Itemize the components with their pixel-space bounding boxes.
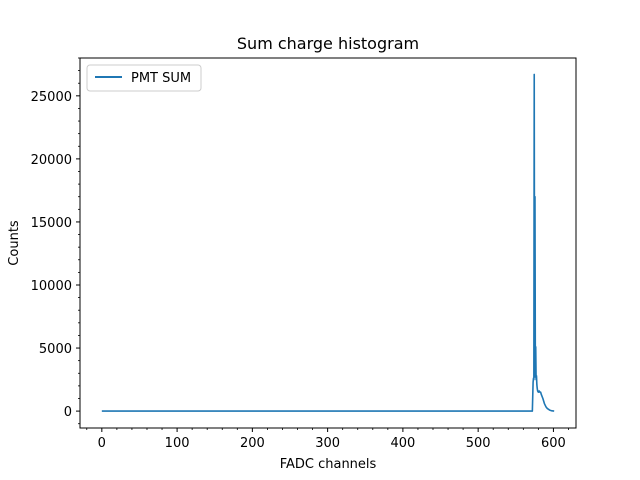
series-line-0 xyxy=(101,73,555,412)
y-tick-label: 0 xyxy=(64,405,72,420)
x-axis-label: FADC channels xyxy=(280,457,377,472)
y-tick-label: 20000 xyxy=(31,153,72,168)
plot-background xyxy=(80,58,576,428)
legend-box xyxy=(86,64,202,92)
chart-title: Sum charge histogram xyxy=(237,34,419,53)
y-tick-label: 5000 xyxy=(39,342,72,357)
x-tick-label: 200 xyxy=(240,436,265,451)
y-axis-ticks: 0 5000 10000 15000 20000 25000 xyxy=(31,57,80,425)
y-axis-label: Counts xyxy=(7,220,22,266)
legend: PMT SUM xyxy=(86,64,202,92)
x-tick-label: 100 xyxy=(165,436,190,451)
y-tick-label: 25000 xyxy=(31,90,72,105)
series-layer xyxy=(101,73,555,412)
x-tick-label: 400 xyxy=(390,436,415,451)
x-tick-label: 600 xyxy=(541,436,566,451)
x-axis-ticks: 0 100 200 300 400 500 600 xyxy=(86,428,569,451)
x-tick-label: 500 xyxy=(466,436,491,451)
y-tick-label: 10000 xyxy=(31,279,72,294)
x-tick-label: 300 xyxy=(315,436,340,451)
x-tick-label: 0 xyxy=(98,436,106,451)
y-tick-label: 15000 xyxy=(31,216,72,231)
legend-label: PMT SUM xyxy=(131,71,191,86)
plot-frame xyxy=(79,57,577,429)
